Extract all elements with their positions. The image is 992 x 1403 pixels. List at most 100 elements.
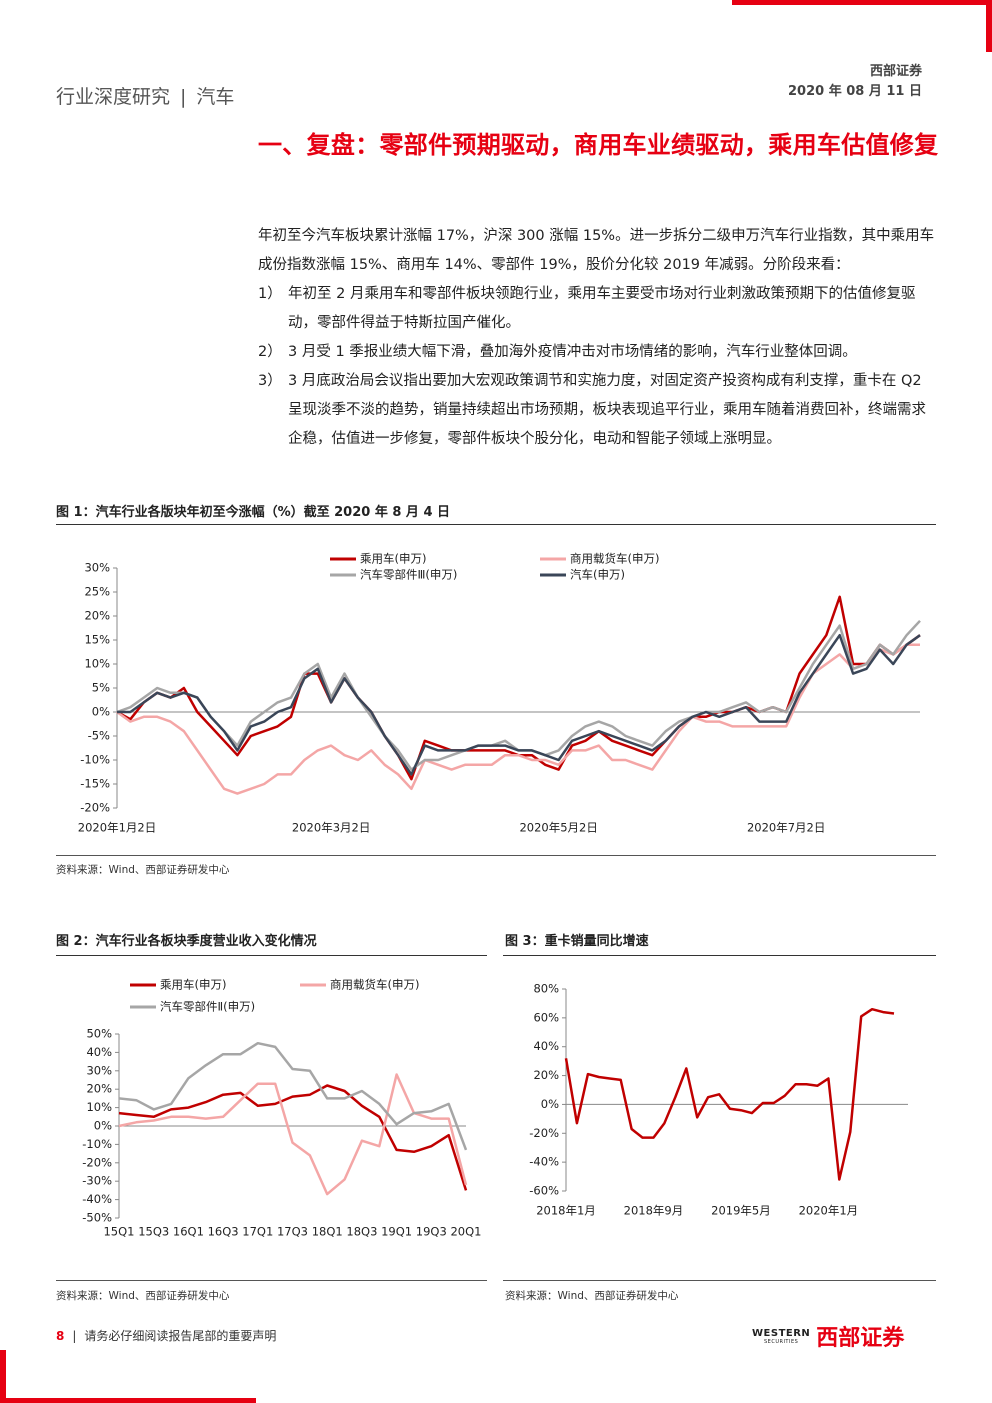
x-tick-label: 20Q1 [450, 1225, 481, 1239]
y-tick-label: -50% [82, 1211, 112, 1225]
legend-label: 商用载货车(申万) [570, 552, 659, 566]
figure-rule [56, 524, 936, 525]
y-tick-label: 20% [84, 609, 110, 623]
series-line [118, 1073, 468, 1196]
x-tick-label: 2019年5月 [711, 1204, 771, 1218]
x-tick-label: 2018年1月 [536, 1204, 596, 1218]
list-item: 2） 3 月受 1 季报业绩大幅下滑，叠加海外疫情冲击对市场情绪的影响，汽车行业整… [258, 338, 938, 367]
date: 2020 年 08 月 11 日 [788, 84, 922, 99]
header-left: 行业深度研究 | 汽车 [56, 82, 244, 109]
source: 资料来源：Wind、西部证券研发中心 [56, 864, 230, 876]
intro: 年初至今汽车板块累计涨幅 17%，沪深 300 涨幅 15%。进一步拆分二级申万… [258, 228, 935, 273]
body: 年初至今汽车板块累计涨幅 17%，沪深 300 涨幅 15%。进一步拆分二级申万… [258, 222, 938, 454]
series-line [116, 643, 920, 795]
x-tick-label: 15Q3 [138, 1225, 169, 1239]
heading: 一、复盘：零部件预期驱动，商用车业绩驱动，乘用车估值修复 [258, 131, 939, 159]
y-tick-label: 40% [533, 1039, 559, 1053]
y-tick-label: 30% [86, 1063, 112, 1077]
y-tick-label: 25% [84, 585, 110, 599]
figure-title: 图 3：重卡销量同比增速 [505, 934, 649, 949]
x-tick-label: 17Q1 [242, 1225, 273, 1239]
x-tick-label: 16Q1 [173, 1225, 204, 1239]
item-num: 3） [258, 373, 282, 389]
footer: 8 | 请务必仔细阅读报告尾部的重要声明 [56, 1327, 284, 1344]
y-tick-label: 0% [92, 705, 110, 719]
y-tick-label: 80% [533, 982, 559, 996]
separator: | [72, 1329, 77, 1343]
x-tick-label: 17Q3 [277, 1225, 308, 1239]
x-tick-label: 18Q1 [312, 1225, 343, 1239]
series-line [117, 633, 921, 776]
page-number: 8 [56, 1329, 65, 1343]
bottom-bar [0, 1398, 256, 1403]
figure-rule [56, 855, 936, 856]
header-right: 西部证券 2020 年 08 月 11 日 [788, 62, 922, 102]
separator: | [180, 86, 187, 108]
y-tick-label: 10% [84, 657, 110, 671]
item-text: 3 月底政治局会议指出要加大宏观政策调节和实施力度，对固定资产投资构成有利支撑，… [288, 373, 926, 447]
y-tick-label: 0% [94, 1119, 112, 1133]
legend-label: 汽车零部件Ⅲ(申万) [360, 568, 457, 582]
x-tick-label: 2020年7月2日 [747, 821, 825, 835]
legend-label: 汽车零部件Ⅱ(申万) [160, 1000, 255, 1014]
y-tick-label: -40% [82, 1192, 112, 1206]
notice: 请务必仔细阅读报告尾部的重要声明 [84, 1329, 277, 1343]
item-text: 年初至 2 月乘用车和零部件板块领跑行业，乘用车主要受市场对行业刺激政策预期下的… [288, 286, 916, 331]
x-tick-label: 2020年5月2日 [519, 821, 597, 835]
figure-rule [503, 1280, 936, 1281]
series-line [118, 1041, 468, 1151]
item-num: 2） [258, 344, 282, 360]
figure-rule [56, 955, 487, 956]
y-tick-label: -40% [529, 1155, 559, 1169]
figure-title: 图 2：汽车行业各板块季度营业收入变化情况 [56, 934, 317, 949]
y-tick-label: 0% [541, 1097, 559, 1111]
y-tick-label: 20% [86, 1082, 112, 1096]
list-item: 1） 年初至 2 月乘用车和零部件板块领跑行业，乘用车主要受市场对行业刺激政策预期… [258, 280, 938, 338]
y-tick-label: -10% [82, 1137, 112, 1151]
x-tick-label: 16Q3 [208, 1225, 239, 1239]
y-tick-label: 30% [84, 561, 110, 575]
y-tick-label: -30% [82, 1174, 112, 1188]
logo: WESTERN SECURITIES 西部证券 [752, 1320, 904, 1352]
x-tick-label: 2020年3月2日 [292, 821, 370, 835]
logo-en: WESTERN [752, 1327, 811, 1339]
list-item: 3） 3 月底政治局会议指出要加大宏观政策调节和实施力度，对固定资产投资构成有利支… [258, 367, 938, 454]
chart: -20% -15% -10% -5% 0% 5% 10% 15% 20% 25% 30% 2020年1… [78, 552, 921, 835]
legend-label: 汽车(申万) [570, 568, 625, 582]
logo-cn: 西部证券 [816, 1326, 905, 1351]
y-tick-label: -20% [529, 1126, 559, 1140]
figure-rule [503, 955, 936, 956]
x-tick-label: 15Q1 [103, 1225, 134, 1239]
top-bar [732, 0, 992, 5]
y-tick-label: 10% [86, 1100, 112, 1114]
y-tick-label: 5% [92, 681, 110, 695]
y-tick-label: -10% [80, 753, 110, 767]
top-bar-side [986, 0, 992, 52]
y-tick-label: -20% [82, 1155, 112, 1169]
x-tick-label: 19Q3 [416, 1225, 447, 1239]
company: 西部证券 [869, 64, 922, 79]
y-tick-label: 20% [533, 1068, 559, 1082]
y-tick-label: -20% [80, 801, 110, 815]
y-tick-label: -15% [80, 777, 110, 791]
y-tick-label: 50% [86, 1027, 112, 1041]
x-tick-label: 2020年1月 [799, 1204, 859, 1218]
legend-label: 乘用车(申万) [160, 978, 226, 992]
x-tick-label: 19Q1 [381, 1225, 412, 1239]
y-tick-label: 40% [86, 1045, 112, 1059]
item-text: 3 月受 1 季报业绩大幅下滑，叠加海外疫情冲击对市场情绪的影响，汽车行业整体回… [288, 344, 857, 360]
x-tick-label: 2018年9月 [624, 1204, 684, 1218]
bottom-bar-side [0, 1350, 6, 1403]
series-line [564, 1007, 895, 1181]
logo-en-sub: SECURITIES [764, 1338, 799, 1345]
y-tick-label: -5% [88, 729, 110, 743]
figure-title: 图 1：汽车行业各版块年初至今涨幅（%）截至 2020 年 8 月 4 日 [56, 505, 451, 520]
y-tick-label: 15% [84, 633, 110, 647]
legend-label: 商用载货车(申万) [330, 978, 419, 992]
series-line [118, 1084, 468, 1191]
chart: -60% -40% -20% 0% 20% 40% 60% 80% 2018年1月 2018年9月… [529, 982, 908, 1218]
section: 行业深度研究 [56, 86, 171, 108]
y-tick-label: -60% [529, 1184, 559, 1198]
legend-label: 乘用车(申万) [360, 552, 426, 566]
